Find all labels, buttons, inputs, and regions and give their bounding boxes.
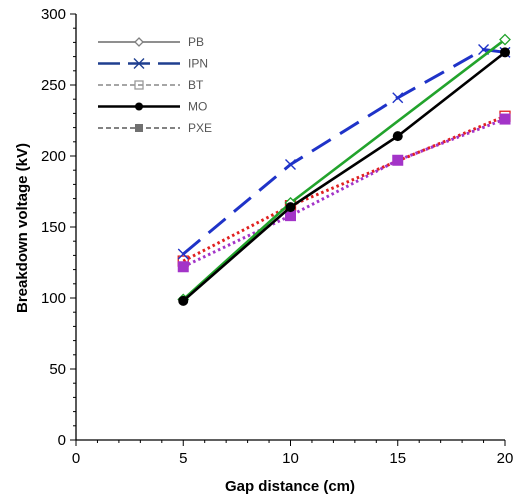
y-tick-label: 250 (41, 77, 66, 94)
legend-marker (134, 37, 144, 47)
data-point (285, 210, 296, 222)
y-tick-label: 50 (49, 361, 66, 378)
x-tick-label: 20 (497, 450, 514, 467)
data-point (285, 159, 296, 171)
y-axis-title: Breakdown voltage (kV) (14, 143, 31, 313)
series-line (182, 51, 506, 302)
series-line (182, 38, 506, 301)
data-point (499, 33, 511, 46)
legend: PB IPN BT MO PXE (98, 35, 212, 135)
series-mo (178, 47, 510, 306)
y-tick-label: 200 (41, 148, 66, 165)
data-point (392, 154, 404, 166)
legend-marker (135, 102, 143, 111)
data-point (392, 92, 404, 104)
y-tick-label: 300 (41, 6, 66, 23)
data-point (177, 261, 189, 273)
legend-label: MO (188, 100, 207, 114)
legend-item-pb: PB (98, 35, 204, 49)
x-tick-label: 5 (179, 450, 187, 467)
y-tick-label: 0 (58, 432, 66, 449)
data-point (499, 113, 511, 125)
legend-marker (133, 58, 145, 69)
x-tick-label: 15 (389, 450, 406, 467)
series-line (182, 48, 506, 256)
x-tick-labels: 0 5 10 15 20 (72, 450, 514, 467)
legend-marker (135, 124, 143, 132)
series-layer (177, 33, 511, 306)
legend-label: PB (188, 35, 204, 49)
x-tick-label: 10 (282, 450, 299, 467)
legend-item-bt: BT (98, 78, 204, 92)
series-line (182, 117, 506, 269)
series-pxe (177, 113, 511, 273)
legend-item-ipn: IPN (98, 57, 208, 71)
data-point (392, 131, 403, 142)
legend-label: PXE (188, 121, 212, 135)
data-point (285, 202, 296, 213)
x-tick-label: 0 (72, 450, 80, 467)
data-point (178, 295, 189, 306)
legend-item-pxe: PXE (98, 121, 212, 135)
data-point (177, 248, 189, 260)
series-bt (177, 110, 511, 267)
axes (70, 13, 506, 446)
x-axis-title: Gap distance (cm) (225, 478, 355, 495)
series-ipn (177, 44, 511, 260)
legend-marker (134, 80, 144, 90)
data-point (500, 47, 510, 58)
legend-label: IPN (188, 57, 208, 71)
y-tick-labels: 0 50 100 150 200 250 300 (41, 6, 66, 449)
series-pb (177, 33, 511, 306)
y-tick-label: 100 (41, 290, 66, 307)
y-tick-label: 150 (41, 219, 66, 236)
series-line (182, 114, 506, 263)
legend-item-mo: MO (98, 100, 207, 114)
legend-label: BT (188, 78, 204, 92)
